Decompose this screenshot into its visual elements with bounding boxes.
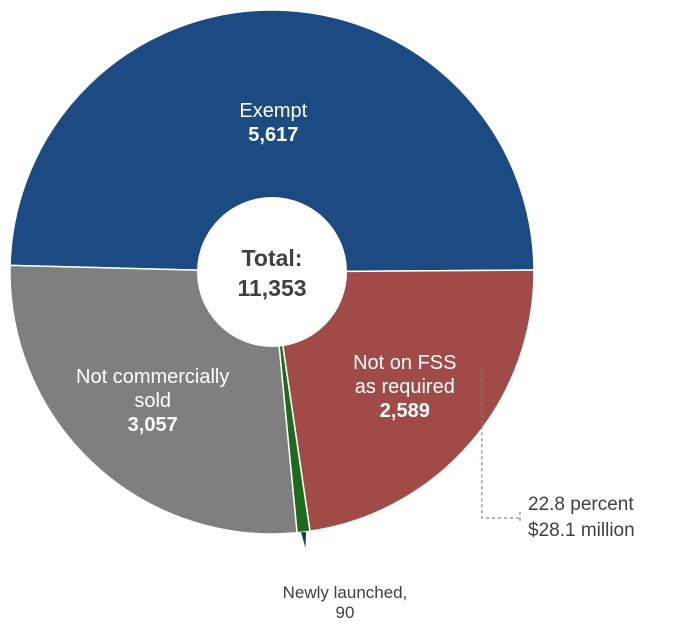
pie-slice xyxy=(9,264,298,535)
slice-label-value: 3,057 xyxy=(128,414,178,436)
slice-label-name: sold xyxy=(134,390,171,412)
center-total-label: Total: xyxy=(242,245,303,271)
slice-label-value: 90 xyxy=(336,603,355,622)
slice-label-name: Not commercially xyxy=(76,366,229,388)
pie-slice xyxy=(271,269,535,533)
callout-percent: 22.8 percent xyxy=(528,494,634,515)
slice-label-value: 5,617 xyxy=(248,124,298,146)
center-hole xyxy=(197,197,347,347)
slice-label-name: Not on FSS xyxy=(353,352,456,374)
center-total-value: 11,353 xyxy=(237,275,306,301)
callout-leader-line xyxy=(481,366,521,524)
slice-label-name: as required xyxy=(355,376,455,398)
pie-slice xyxy=(9,9,535,273)
callout-amount: $28.1 million xyxy=(528,520,635,541)
callout: 22.8 percent $28.1 million xyxy=(481,366,635,541)
slice-label-name: Newly launched, xyxy=(283,583,408,602)
slice-label-name: Exempt xyxy=(239,100,307,122)
slice-label-value: 2,589 xyxy=(380,400,430,422)
slice-pointer xyxy=(301,532,306,548)
